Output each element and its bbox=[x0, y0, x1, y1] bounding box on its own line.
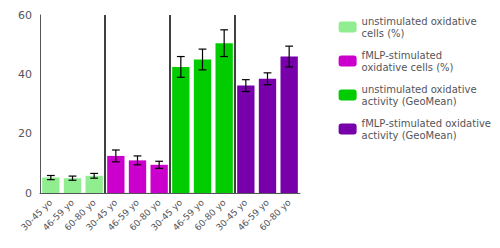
svg-text:activity (GeoMean): activity (GeoMean) bbox=[362, 130, 457, 141]
svg-text:46-59 yo: 46-59 yo bbox=[170, 197, 206, 233]
svg-text:30-45 yo: 30-45 yo bbox=[149, 197, 185, 233]
svg-text:46-59 yo: 46-59 yo bbox=[40, 197, 76, 233]
svg-text:cells (%): cells (%) bbox=[362, 28, 405, 39]
svg-text:30-45 yo: 30-45 yo bbox=[19, 197, 55, 233]
svg-text:30-45 yo: 30-45 yo bbox=[214, 197, 250, 233]
svg-text:30-45 yo: 30-45 yo bbox=[84, 197, 120, 233]
svg-text:60-80 yo: 60-80 yo bbox=[127, 197, 163, 233]
svg-text:60-80 yo: 60-80 yo bbox=[258, 197, 293, 232]
svg-text:fMLP-stimulated oxidative: fMLP-stimulated oxidative bbox=[362, 118, 491, 129]
svg-text:60-80 yo: 60-80 yo bbox=[62, 197, 98, 233]
svg-text:40: 40 bbox=[18, 68, 32, 81]
svg-text:20: 20 bbox=[18, 127, 32, 140]
svg-text:fMLP-stimulated: fMLP-stimulated bbox=[362, 50, 442, 61]
svg-text:60: 60 bbox=[18, 9, 32, 22]
svg-text:46-59 yo: 46-59 yo bbox=[235, 197, 271, 233]
svg-text:46-59 yo: 46-59 yo bbox=[105, 197, 141, 233]
svg-text:oxidative cells (%): oxidative cells (%) bbox=[362, 62, 454, 73]
svg-text:0: 0 bbox=[25, 187, 32, 200]
svg-text:unstimulated oxidative: unstimulated oxidative bbox=[362, 84, 477, 95]
svg-text:activity (GeoMean): activity (GeoMean) bbox=[362, 96, 457, 107]
svg-text:unstimulated oxidative: unstimulated oxidative bbox=[362, 16, 477, 27]
svg-text:60-80 yo: 60-80 yo bbox=[192, 197, 228, 233]
